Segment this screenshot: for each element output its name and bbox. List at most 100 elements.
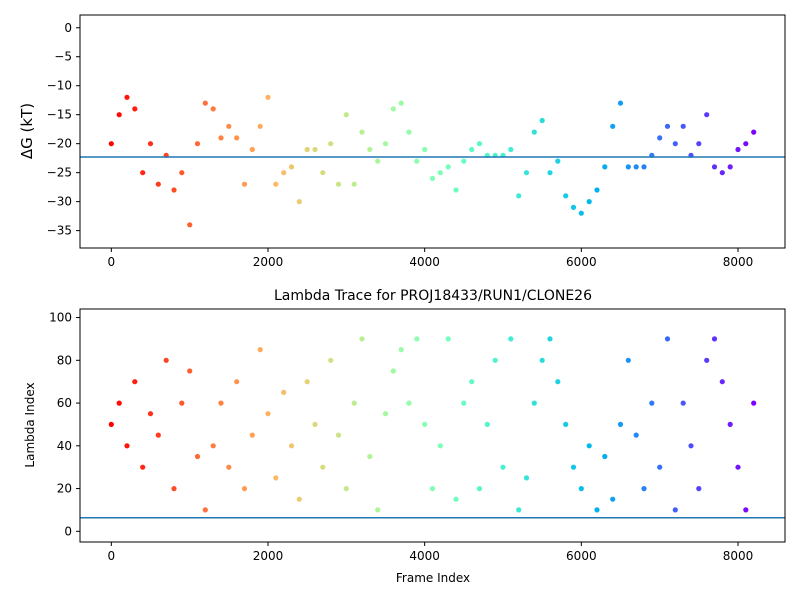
lambda-point [461,400,467,406]
dg-point [288,164,295,170]
lambda-x-axis-label: Frame Index [396,571,470,585]
lambda-point [688,443,694,449]
lambda-point [296,496,302,502]
dg-x-tick-label: 2000 [253,255,284,269]
dg-point [351,181,357,187]
lambda-point [265,411,271,417]
lambda-point [484,421,490,427]
dg-point [382,141,389,147]
dg-point [711,164,718,170]
lambda-point [226,464,232,470]
lambda-point [147,411,154,417]
lambda-y-tick-label: 100 [49,311,72,325]
dg-point [680,123,686,129]
lambda-point [288,443,295,449]
dg-y-tick-label: −25 [47,166,72,180]
lambda-point [735,464,741,470]
dg-point [312,146,318,153]
lambda-point [390,368,396,374]
lambda-point [563,421,569,427]
lambda-point [234,379,240,385]
dg-point [664,123,671,129]
lambda-point [375,507,381,513]
dg-point [320,170,326,176]
lambda-point [179,400,185,406]
lambda-point [249,432,255,438]
lambda-point [163,357,169,363]
lambda-point [351,400,357,406]
lambda-point [422,421,428,427]
dg-x-tick-label: 0 [108,255,116,269]
lambda-point [555,379,561,385]
lambda-point [649,400,655,406]
lambda-point [719,379,725,385]
dg-point [563,193,569,199]
lambda-point [140,464,146,470]
lambda-point [547,336,553,342]
lambda-point [641,486,647,492]
lambda-point [429,486,436,492]
lambda-point [382,411,389,417]
dg-y-tick-label: −20 [47,137,72,151]
dg-point [296,199,302,205]
dg-y-axis-label: ΔG (kT) [18,103,36,159]
lambda-point [680,400,686,406]
lambda-point [672,507,678,513]
dg-point [610,123,616,129]
dg-point [218,135,224,141]
lambda-point [453,496,459,502]
dg-point [531,129,537,135]
lambda-point [187,368,193,374]
lambda-point [124,443,130,449]
dg-point [547,170,553,176]
dg-point [727,164,733,170]
lambda-point [406,400,412,406]
dg-point [202,100,208,106]
lambda-y-axis: 0 20 40 60 80 100 [49,311,80,538]
dg-point [273,181,279,187]
lambda-point [633,432,639,438]
dg-y-tick-label: −30 [47,195,72,209]
lambda-point [335,432,342,438]
lambda-y-axis-label: Lambda Index [23,382,37,467]
dg-point [633,164,639,170]
dg-point [516,193,522,199]
lambda-point [359,336,365,342]
lambda-point [132,379,138,385]
lambda-x-tick-label: 4000 [409,549,440,563]
lambda-point [343,486,349,492]
dg-point [672,141,678,147]
lambda-point [328,357,334,363]
lambda-point [257,347,263,353]
dg-point [304,146,310,153]
lambda-y-tick-label: 60 [57,396,72,410]
lambda-point [202,507,208,513]
lambda-point [508,336,514,342]
dg-point [179,170,185,176]
dg-point [226,123,232,129]
dg-point [390,106,396,112]
dg-point [555,158,561,164]
lambda-point [610,496,616,502]
dg-point [367,146,373,153]
lambda-point [171,486,177,492]
dg-point [445,164,451,170]
lambda-point [531,400,537,406]
dg-point [735,146,741,153]
lambda-point [657,464,663,470]
dg-y-tick-label: 0 [64,21,72,35]
lambda-point [194,453,201,460]
lambda-point [727,421,733,427]
lambda-title: Lambda Trace for PROJ18433/RUN1/CLONE26 [274,288,592,304]
dg-point [657,135,663,141]
lambda-point [523,475,530,481]
lambda-point [312,421,318,427]
dg-x-tick-label: 4000 [409,255,440,269]
dg-y-axis: 0 −5 −10 −15 −20 −25 −30 −35 [47,21,80,238]
lambda-point [743,507,749,513]
lambda-point [594,507,600,513]
dg-point [704,112,710,118]
dg-point [539,117,545,124]
lambda-point [625,357,631,363]
